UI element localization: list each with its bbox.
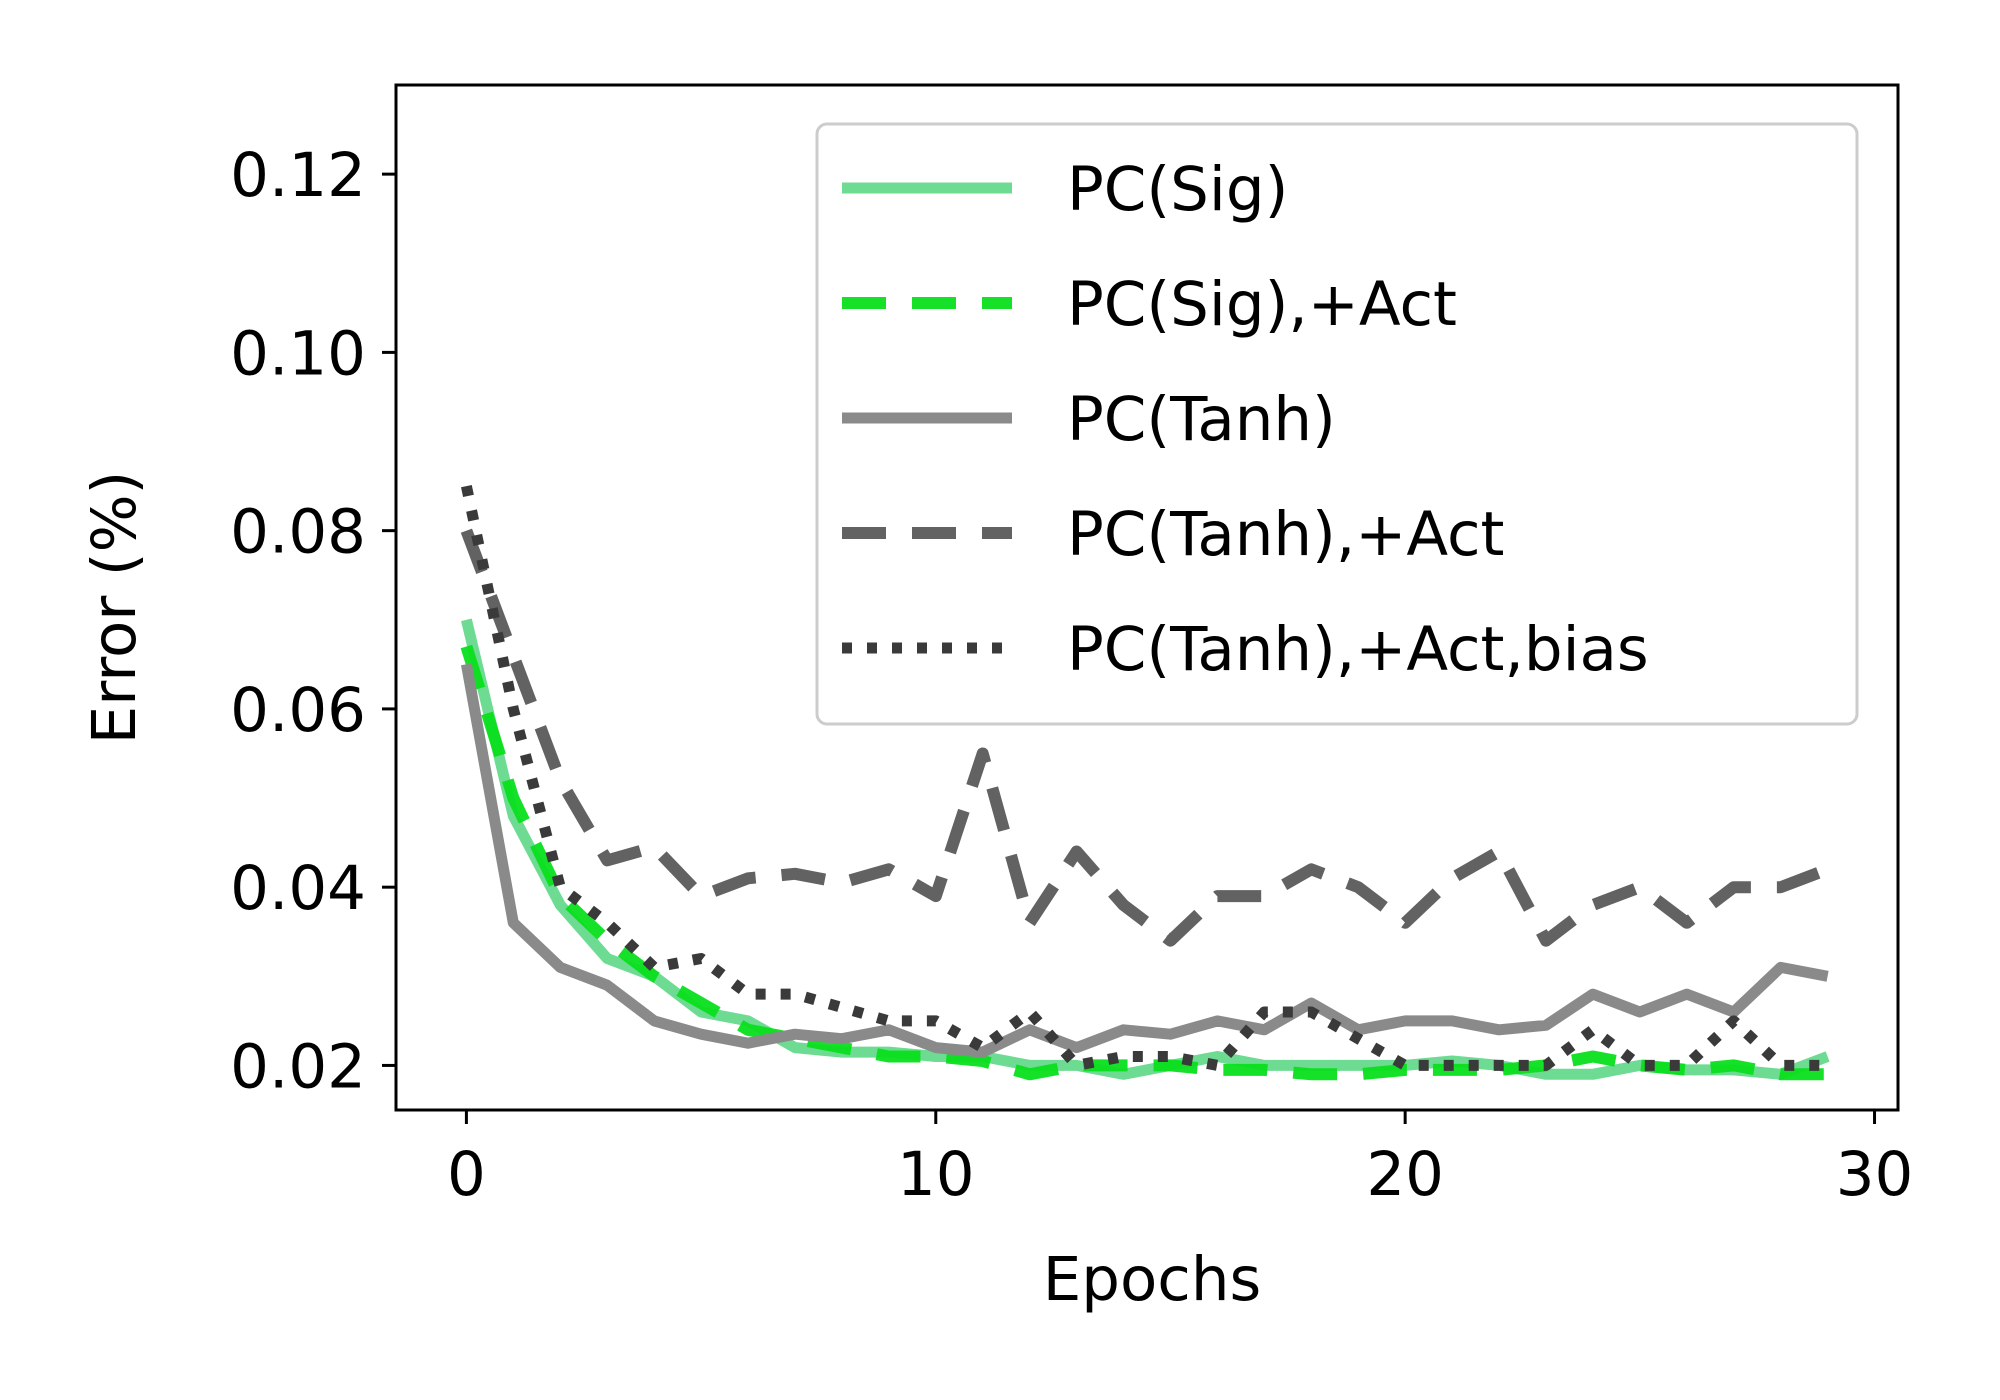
y-tick-label: 0.04 bbox=[230, 853, 366, 924]
series-line-pc-sig-act bbox=[460, 644, 1828, 1081]
y-axis: 0.02 0.04 0.06 0.08 0.10 0.12 bbox=[230, 140, 396, 1102]
x-tick-label: 30 bbox=[1836, 1139, 1914, 1210]
y-tick-label: 0.10 bbox=[230, 318, 366, 389]
x-axis-title: Epochs bbox=[1043, 1244, 1262, 1315]
y-axis-title: Error (%) bbox=[79, 471, 150, 745]
series-line-pc-tanh bbox=[460, 663, 1829, 1058]
plot-lines bbox=[460, 484, 1830, 1081]
x-tick-label: 20 bbox=[1366, 1139, 1444, 1210]
legend-label: PC(Sig),+Act bbox=[1067, 269, 1457, 340]
x-axis: 0 10 20 30 bbox=[447, 1110, 1913, 1210]
legend-label: PC(Tanh),+Act bbox=[1067, 499, 1504, 570]
x-tick-label: 0 bbox=[447, 1139, 486, 1210]
legend-label: PC(Tanh) bbox=[1067, 384, 1336, 455]
series-line-pc-sig bbox=[461, 618, 1830, 1080]
legend-label: PC(Tanh),+Act,bias bbox=[1067, 614, 1649, 685]
y-tick-label: 0.08 bbox=[230, 497, 366, 568]
series-line-pc-tanh-act bbox=[460, 528, 1830, 947]
legend-label: PC(Sig) bbox=[1067, 154, 1288, 225]
y-tick-label: 0.02 bbox=[230, 1031, 366, 1102]
y-tick-label: 0.06 bbox=[230, 675, 366, 746]
y-tick-label: 0.12 bbox=[230, 140, 366, 211]
plot-frame bbox=[394, 83, 1900, 1112]
legend-box bbox=[815, 122, 1859, 726]
x-tick-label: 10 bbox=[897, 1139, 975, 1210]
series-line-pc-tanh-act-bias bbox=[461, 484, 1828, 1071]
legend: PC(Sig) PC(Sig),+Act PC(Tanh) PC(Tanh),+Act… bbox=[815, 122, 1859, 726]
